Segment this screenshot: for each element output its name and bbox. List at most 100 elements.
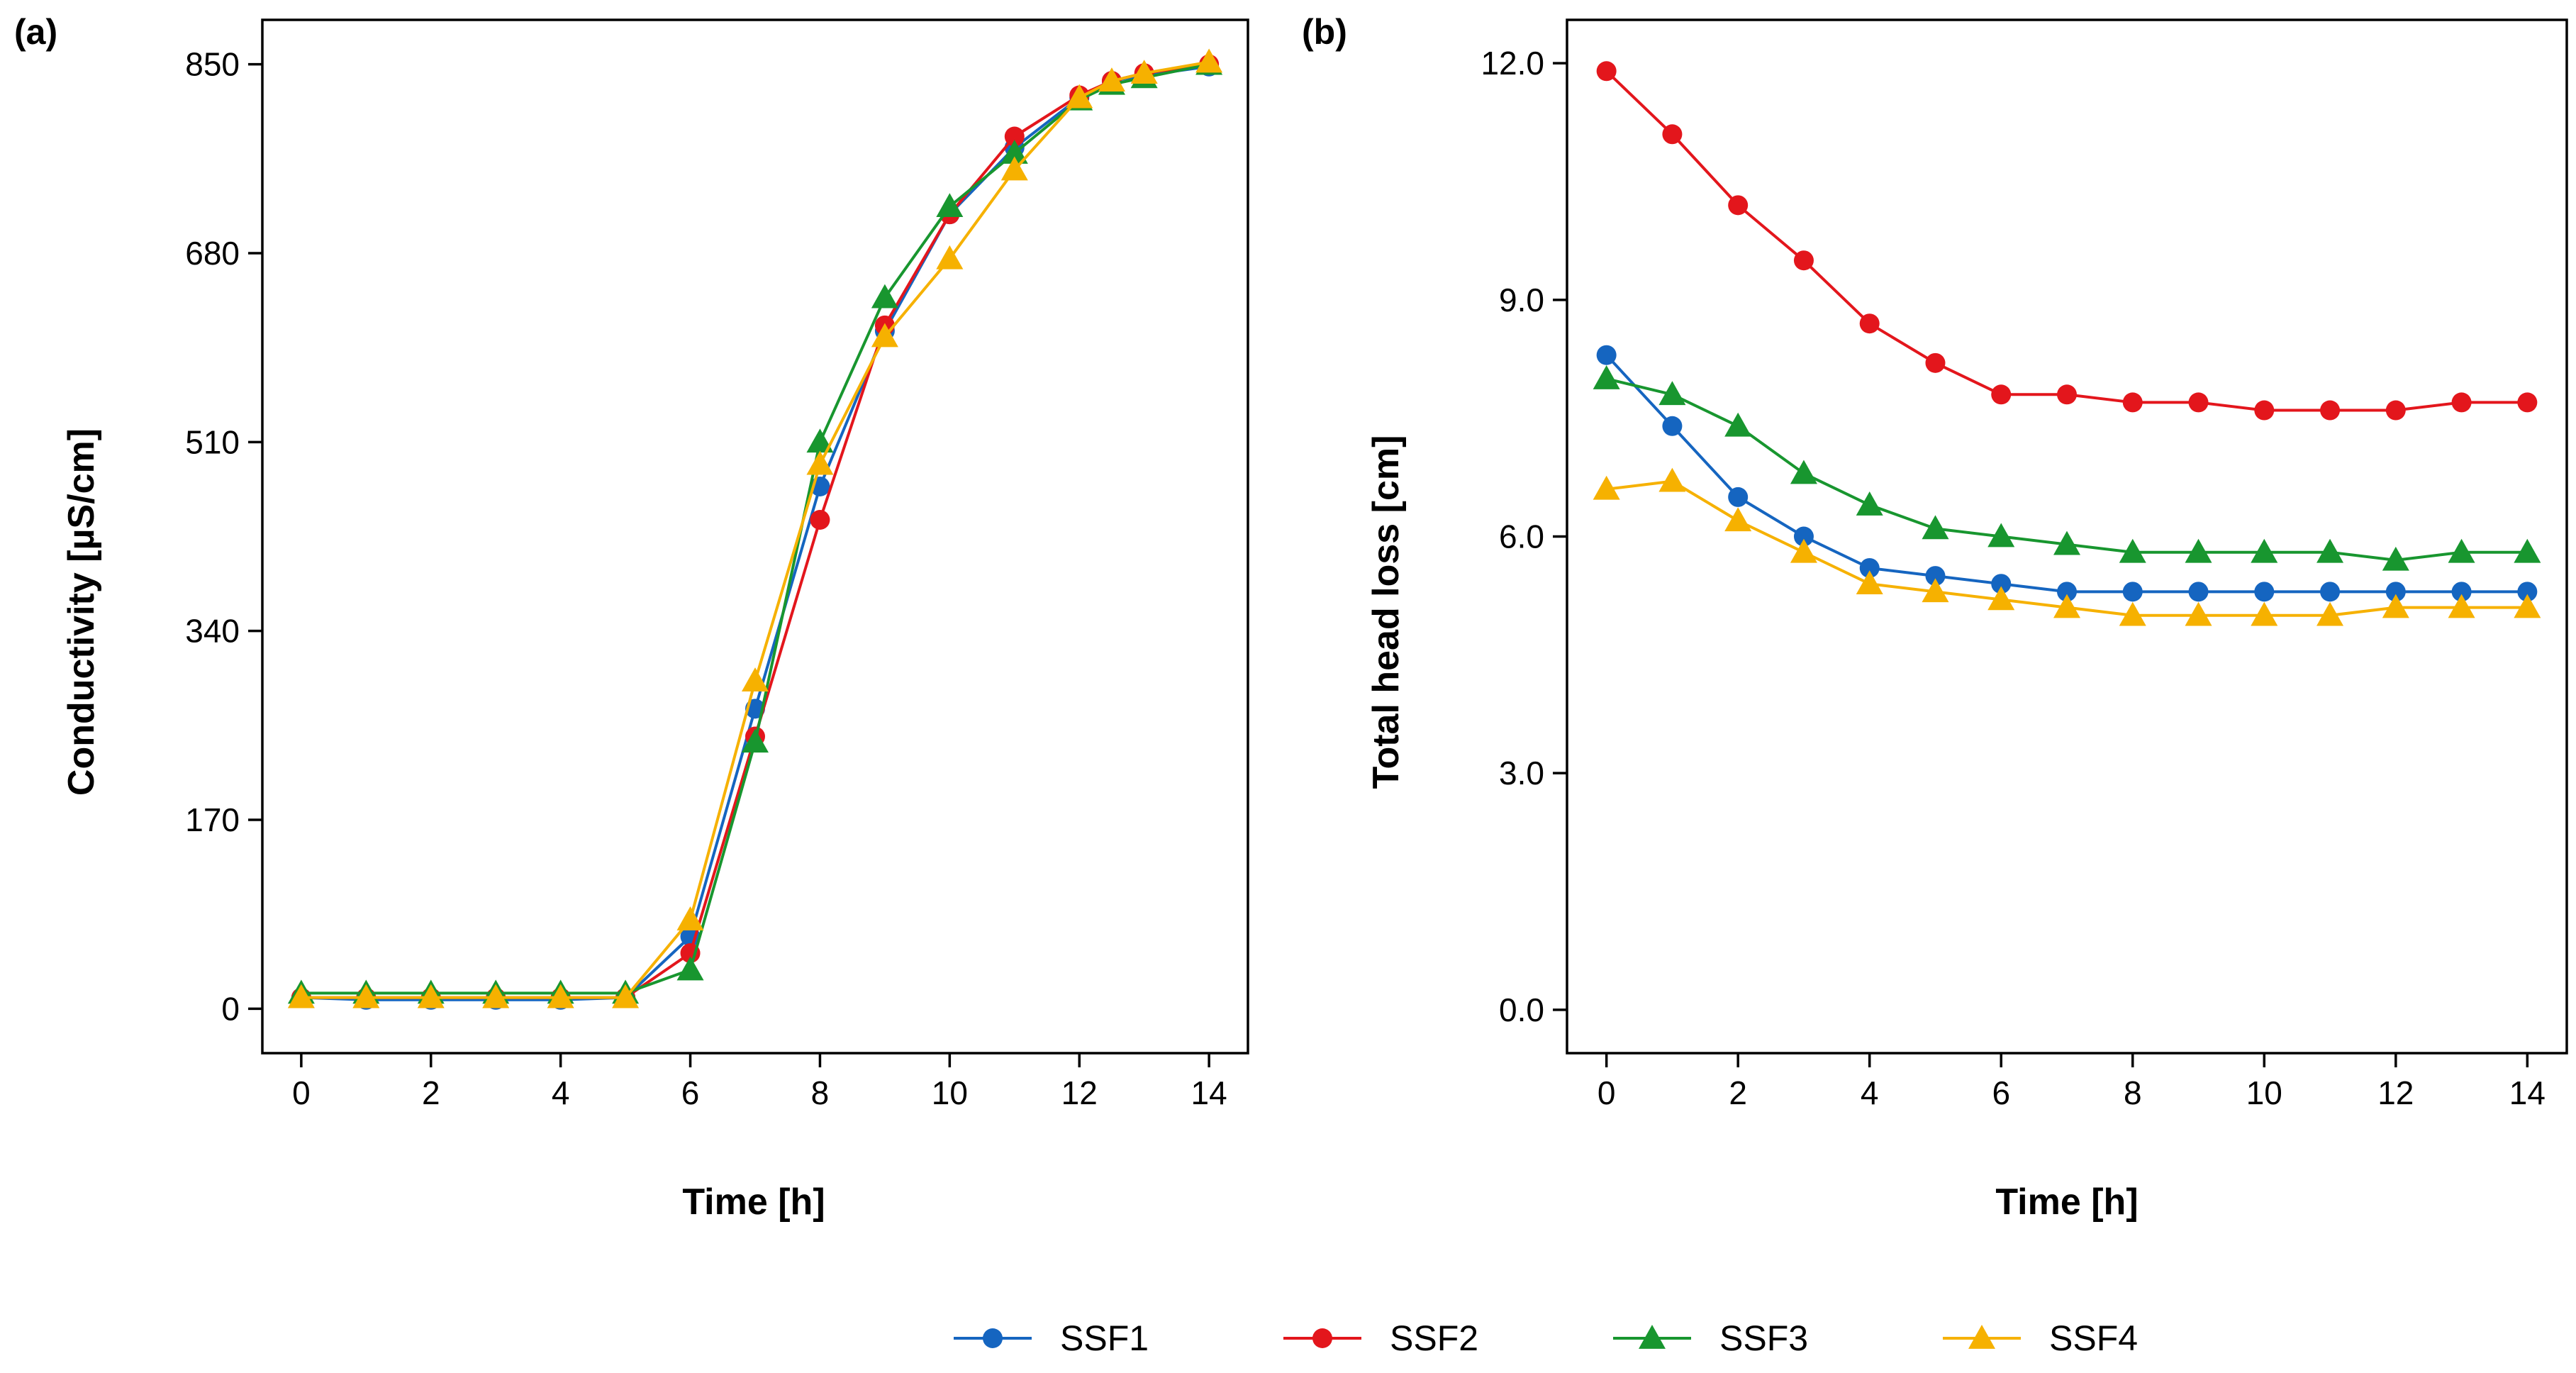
data-point-ssf4 <box>676 906 704 930</box>
plot-frame <box>261 18 1249 1055</box>
data-point-ssf4 <box>287 984 315 1008</box>
y-tick-label: 0.0 <box>1499 991 1544 1028</box>
data-point-ssf4 <box>2514 594 2541 618</box>
data-point-ssf3 <box>2316 538 2344 563</box>
legend-label: SSF2 <box>1390 1318 1478 1358</box>
series-ssf1 <box>1596 345 2538 602</box>
series-ssf4 <box>287 48 1223 1008</box>
series-ssf4 <box>1593 467 2541 626</box>
data-point-ssf2 <box>1728 195 1749 216</box>
series-line-ssf4 <box>301 60 1210 999</box>
y-tick-label: 3.0 <box>1499 755 1544 791</box>
data-point-ssf2 <box>2254 400 2275 421</box>
x-axis-title-b: Time [h] <box>1995 1182 2138 1223</box>
legend-marker <box>1639 1325 1666 1349</box>
x-tick-label: 8 <box>811 1074 830 1111</box>
data-point-ssf4 <box>2185 601 2212 626</box>
data-point-ssf4 <box>1790 538 1817 563</box>
data-point-ssf3 <box>1790 460 1817 484</box>
x-tick-label: 8 <box>2124 1074 2142 1111</box>
data-point-ssf3 <box>2251 538 2278 563</box>
series-line-ssf1 <box>301 65 1210 1001</box>
data-point-ssf2 <box>2320 400 2341 421</box>
chart-panel-b: (b) Total head loss [cm] Time [h] 0 2 4 6 8 1… <box>1302 12 2568 1223</box>
legend: SSF1 SSF2 SSF3 SSF4 <box>954 1318 2138 1358</box>
data-point-ssf1 <box>1662 416 1683 436</box>
data-point-ssf4 <box>1066 84 1093 109</box>
data-point-ssf3 <box>2514 538 2541 563</box>
data-point-ssf2 <box>2122 392 2143 413</box>
chart-panel-a: (a) Conductivity [µS/cm] Time [h] 0 2 4 6 8 1… <box>14 12 1249 1223</box>
data-point-ssf1 <box>1925 566 1946 587</box>
data-point-ssf1 <box>2320 582 2341 602</box>
data-point-ssf3 <box>1922 515 1949 540</box>
data-point-ssf1 <box>1859 557 1880 578</box>
legend-marker <box>1312 1328 1332 1348</box>
x-tick-label: 12 <box>1061 1074 1098 1111</box>
y-tick-label: 510 <box>185 423 240 460</box>
legend-item-ssf2: SSF2 <box>1283 1318 1478 1358</box>
legend-label: SSF1 <box>1060 1318 1149 1358</box>
data-point-ssf2 <box>1004 126 1025 147</box>
data-point-ssf4 <box>1987 586 2015 611</box>
panel-label-b: (b) <box>1302 12 1347 52</box>
data-point-ssf4 <box>612 984 640 1008</box>
data-point-ssf3 <box>1000 140 1028 164</box>
data-point-ssf4 <box>547 984 574 1008</box>
series-line-ssf3 <box>301 62 1210 995</box>
data-point-ssf3 <box>871 284 898 308</box>
data-point-ssf1 <box>1793 526 1814 547</box>
data-point-ssf3 <box>676 956 704 981</box>
data-point-ssf3 <box>1724 412 1752 437</box>
data-point-ssf3 <box>936 193 964 218</box>
series-line-ssf2 <box>301 62 1210 999</box>
data-point-ssf3 <box>2119 538 2146 563</box>
data-point-ssf4 <box>936 245 964 269</box>
series-ssf2 <box>1596 61 2538 421</box>
data-point-ssf2 <box>810 510 830 530</box>
data-point-ssf2 <box>1662 124 1683 145</box>
data-point-ssf3 <box>742 728 769 753</box>
panel-label-a: (a) <box>14 12 57 52</box>
data-point-ssf3 <box>1658 381 1686 406</box>
x-tick-label: 10 <box>932 1074 968 1111</box>
legend-marker <box>983 1328 1003 1348</box>
data-point-ssf3 <box>2382 546 2409 571</box>
data-point-ssf1 <box>2057 582 2077 602</box>
data-point-ssf1 <box>1728 487 1749 507</box>
data-point-ssf3 <box>2053 530 2080 555</box>
data-point-ssf2 <box>1925 352 1946 373</box>
data-point-ssf3 <box>1856 491 1883 516</box>
data-point-ssf4 <box>1922 578 1949 603</box>
series-ssf3 <box>287 50 1223 1004</box>
data-point-ssf4 <box>2053 594 2080 618</box>
data-point-ssf1 <box>1991 574 2012 594</box>
data-point-ssf2 <box>1859 313 1880 334</box>
series-ssf3 <box>1593 365 2541 571</box>
data-point-ssf2 <box>1991 384 2012 405</box>
data-point-ssf4 <box>352 984 380 1008</box>
data-point-ssf3 <box>2185 538 2212 563</box>
x-tick-label: 10 <box>2246 1074 2282 1111</box>
legend-item-ssf1: SSF1 <box>954 1318 1149 1358</box>
x-tick-label: 4 <box>552 1074 570 1111</box>
data-point-ssf3 <box>806 428 834 453</box>
legend-label: SSF3 <box>1719 1318 1808 1358</box>
x-tick-label: 12 <box>2377 1074 2414 1111</box>
y-tick-label: 0 <box>221 990 240 1027</box>
y-tick-label: 340 <box>185 613 240 650</box>
data-point-ssf4 <box>1724 507 1752 532</box>
data-point-ssf1 <box>2385 582 2406 602</box>
data-point-ssf4 <box>1856 570 1883 595</box>
x-tick-label: 0 <box>292 1074 311 1111</box>
data-point-ssf3 <box>1987 523 2015 547</box>
x-tick-label: 2 <box>422 1074 440 1111</box>
data-point-ssf1 <box>2517 582 2538 602</box>
x-tick-label: 6 <box>681 1074 700 1111</box>
data-point-ssf4 <box>1593 475 1620 500</box>
y-axis-title-b: Total head loss [cm] <box>1366 435 1407 789</box>
data-point-ssf2 <box>2385 400 2406 421</box>
y-tick-label: 680 <box>185 235 240 272</box>
data-point-ssf4 <box>742 667 769 691</box>
data-point-ssf4 <box>2251 601 2278 626</box>
